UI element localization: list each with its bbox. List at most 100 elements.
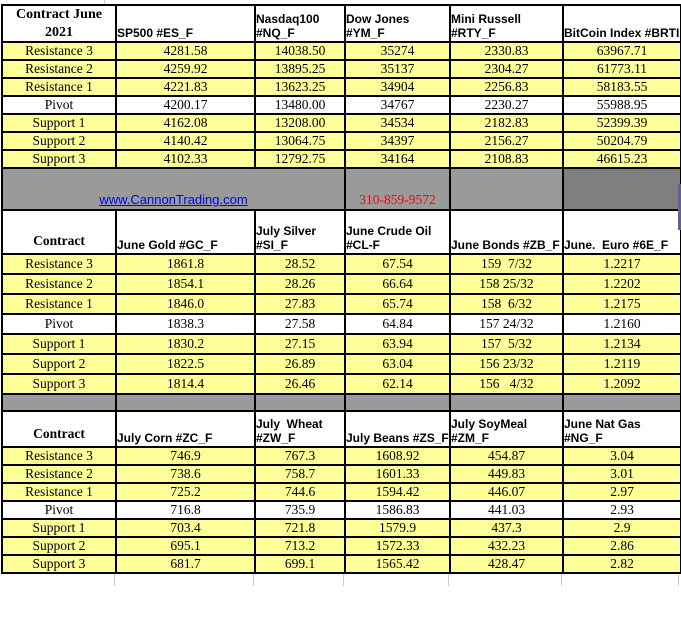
spacer-row — [1, 393, 681, 412]
value-cell: 681.7 — [115, 554, 256, 574]
column-header: June Nat Gas #NG_F — [562, 410, 681, 448]
value-cell: 13895.25 — [254, 59, 346, 79]
column-header: July Beans #ZS_F — [344, 410, 451, 448]
value-cell: 26.46 — [254, 373, 346, 395]
row-label: Resistance 3 — [1, 446, 117, 466]
value-cell: 2304.27 — [449, 59, 564, 79]
value-cell: 716.8 — [115, 500, 256, 520]
value-cell: 1586.83 — [344, 500, 451, 520]
value-cell: 156 4/32 — [449, 373, 564, 395]
value-cell: 713.2 — [254, 536, 346, 556]
value-cell: 4102.33 — [115, 149, 256, 169]
value-cell: 1.2092 — [562, 373, 681, 395]
header-row: Contract June Gold #GC_F July Silver #SI… — [1, 209, 681, 255]
column-header: July SoyMeal #ZM_F — [449, 410, 564, 448]
value-cell: 744.6 — [254, 482, 346, 502]
column-header: June. Euro #6E_F — [562, 209, 681, 255]
value-cell: 4140.42 — [115, 131, 256, 151]
value-cell: 4281.58 — [115, 41, 256, 61]
row-label: Pivot — [1, 95, 117, 115]
value-cell: 50204.79 — [562, 131, 681, 151]
table-row: Resistance 3 746.9 767.3 1608.92 454.87 3.04 — [1, 446, 681, 466]
table-row: Support 1 703.4 721.8 1579.9 437.3 2.9 — [1, 518, 681, 538]
value-cell: 735.9 — [254, 500, 346, 520]
table-row: Support 3 1814.4 26.46 62.14 156 4/32 1.2092 — [1, 373, 681, 395]
value-cell: 62.14 — [344, 373, 451, 395]
row-label: Support 2 — [1, 353, 117, 375]
value-cell: 1579.9 — [344, 518, 451, 538]
pivot-table: Contract June 2021 SP500 #ES_F Nasdaq100… — [1, 4, 681, 574]
value-cell: 2108.83 — [449, 149, 564, 169]
value-cell: 35274 — [344, 41, 451, 61]
gridline-tick — [114, 574, 115, 586]
value-cell: 441.03 — [449, 500, 564, 520]
value-cell: 446.07 — [449, 482, 564, 502]
value-cell: 2.9 — [562, 518, 681, 538]
value-cell: 3.01 — [562, 464, 681, 484]
row-label: Support 3 — [1, 554, 117, 574]
column-header: June Crude Oil #CL-F — [344, 209, 451, 255]
section-title-cell: Contract — [1, 209, 117, 255]
gridline-tick — [561, 574, 562, 586]
row-label: Resistance 1 — [1, 482, 117, 502]
table-row: Resistance 2 738.6 758.7 1601.33 449.83 3.01 — [1, 464, 681, 484]
row-label: Resistance 3 — [1, 41, 117, 61]
section-grains: Contract July Corn #ZC_F July Wheat #ZW_… — [1, 410, 681, 574]
value-cell: 1814.4 — [115, 373, 256, 395]
banner-cell: www.CannonTrading.com — [1, 167, 346, 211]
column-header: July Wheat #ZW_F — [254, 410, 346, 448]
value-cell: 1594.42 — [344, 482, 451, 502]
value-cell: 13208.00 — [254, 113, 346, 133]
value-cell: 156 23/32 — [449, 353, 564, 375]
gridline-tick — [104, 0, 105, 4]
table-row: Resistance 2 4259.92 13895.25 35137 2304.27 6… — [1, 59, 681, 79]
value-cell: 428.47 — [449, 554, 564, 574]
value-cell: 1822.5 — [115, 353, 256, 375]
phone-number: 310-859-9572 — [359, 192, 436, 207]
table-row: Resistance 1 1846.0 27.83 65.74 158 6/32 1.21… — [1, 293, 681, 315]
value-cell: 437.3 — [449, 518, 564, 538]
value-cell: 1.2202 — [562, 273, 681, 295]
spacer-band — [1, 393, 681, 412]
value-cell: 4200.17 — [115, 95, 256, 115]
cannon-trading-link[interactable]: www.CannonTrading.com — [99, 192, 248, 207]
value-cell: 4221.83 — [115, 77, 256, 97]
value-cell: 721.8 — [254, 518, 346, 538]
gridline-tick — [343, 574, 344, 586]
row-label: Pivot — [1, 500, 117, 520]
value-cell: 1.2217 — [562, 253, 681, 275]
table-row: Support 2 4140.42 13064.75 34397 2156.27 5020… — [1, 131, 681, 151]
row-label: Support 1 — [1, 113, 117, 133]
row-label: Support 1 — [1, 333, 117, 355]
value-cell: 67.54 — [344, 253, 451, 275]
value-cell: 26.89 — [254, 353, 346, 375]
row-label: Resistance 2 — [1, 464, 117, 484]
value-cell: 14038.50 — [254, 41, 346, 61]
value-cell: 1.2175 — [562, 293, 681, 315]
value-cell: 28.26 — [254, 273, 346, 295]
value-cell: 2.97 — [562, 482, 681, 502]
value-cell: 13064.75 — [254, 131, 346, 151]
value-cell: 34397 — [344, 131, 451, 151]
value-cell: 1846.0 — [115, 293, 256, 315]
value-cell: 34534 — [344, 113, 451, 133]
value-cell: 1854.1 — [115, 273, 256, 295]
banner-row: www.CannonTrading.com 310-859-9572 — [1, 167, 681, 211]
row-label: Pivot — [1, 313, 117, 335]
value-cell: 454.87 — [449, 446, 564, 466]
row-label: Support 2 — [1, 131, 117, 151]
banner-cell — [1, 393, 117, 412]
value-cell: 1601.33 — [344, 464, 451, 484]
value-cell: 449.83 — [449, 464, 564, 484]
value-cell: 1838.3 — [115, 313, 256, 335]
value-cell: 46615.23 — [562, 149, 681, 169]
top-grid-strip — [1, 0, 680, 4]
value-cell: 159 7/32 — [449, 253, 564, 275]
value-cell: 64.84 — [344, 313, 451, 335]
banner-cell — [344, 393, 451, 412]
value-cell: 1.2134 — [562, 333, 681, 355]
column-header: BitCoin Index #BRTI — [562, 4, 681, 43]
table-row: Resistance 3 4281.58 14038.50 35274 2330.83 6… — [1, 41, 681, 61]
banner-cell — [449, 167, 564, 211]
gridline-tick — [253, 574, 254, 586]
